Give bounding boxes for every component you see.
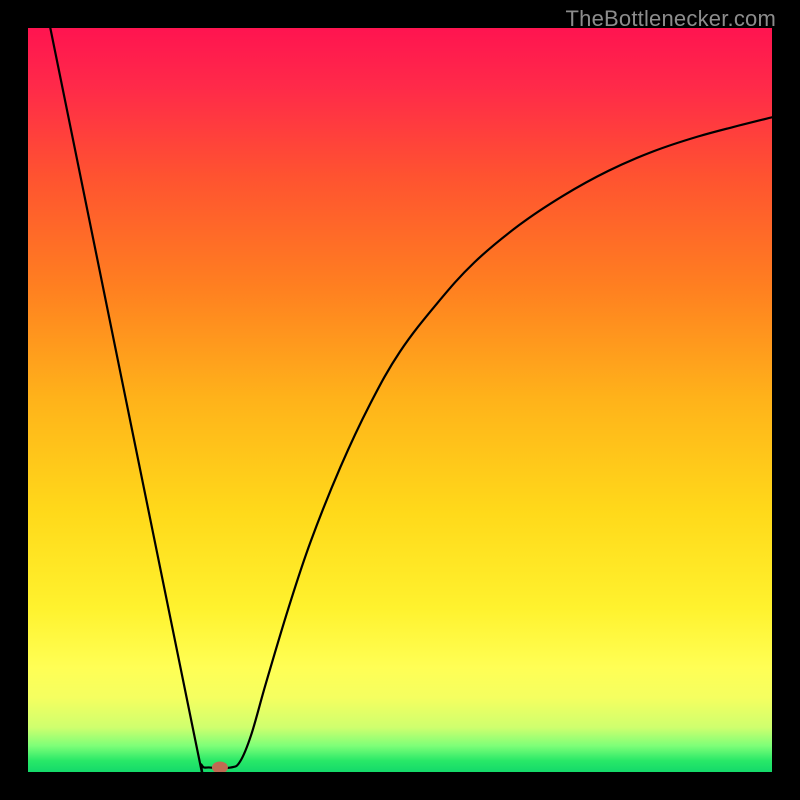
chart-svg <box>28 28 772 772</box>
plot-area <box>28 28 772 772</box>
watermark-text: TheBottlenecker.com <box>566 6 776 32</box>
gradient-fill <box>28 28 772 772</box>
